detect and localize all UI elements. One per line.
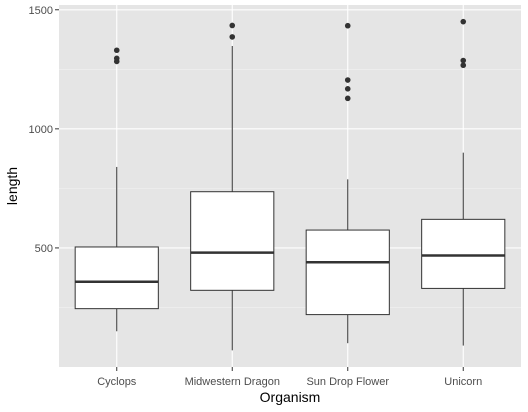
outlier-point: [113, 47, 120, 54]
box-midwestern-dragon: [190, 22, 275, 351]
plot-panel: [59, 5, 521, 367]
y-tick-label: 1000: [29, 124, 53, 136]
box-series: [74, 18, 506, 351]
outlier-point: [344, 86, 351, 92]
outlier-point: [229, 34, 236, 40]
y-tick-label: 1500: [29, 5, 53, 17]
outlier-point: [344, 77, 351, 83]
outlier-point: [344, 22, 351, 29]
box-iqr: [74, 246, 159, 310]
outlier-point: [113, 55, 120, 62]
outlier-point: [460, 62, 467, 69]
box-cyclops: [74, 47, 159, 332]
y-axis-title: length: [4, 167, 20, 205]
x-tick-label: Sun Drop Flower: [306, 376, 389, 388]
y-tick-label: 500: [35, 243, 53, 255]
x-tick-label: Cyclops: [97, 376, 137, 388]
outlier-point: [460, 18, 467, 25]
x-tick-label: Midwestern Dragon: [185, 376, 280, 388]
outlier-point: [229, 22, 236, 29]
box-iqr: [190, 191, 275, 291]
x-axis-title: Organism: [260, 389, 321, 405]
box-iqr: [421, 218, 506, 289]
axes: 500 1000 1500 Cyclops Midwestern Dragon Sun D…: [29, 5, 483, 388]
box-sun-drop-flower: [305, 22, 390, 344]
x-tick-label: Unicorn: [444, 376, 482, 388]
box-unicorn: [421, 18, 506, 346]
box-iqr: [305, 229, 390, 316]
outlier-point: [344, 95, 351, 102]
outlier-point: [460, 57, 467, 64]
